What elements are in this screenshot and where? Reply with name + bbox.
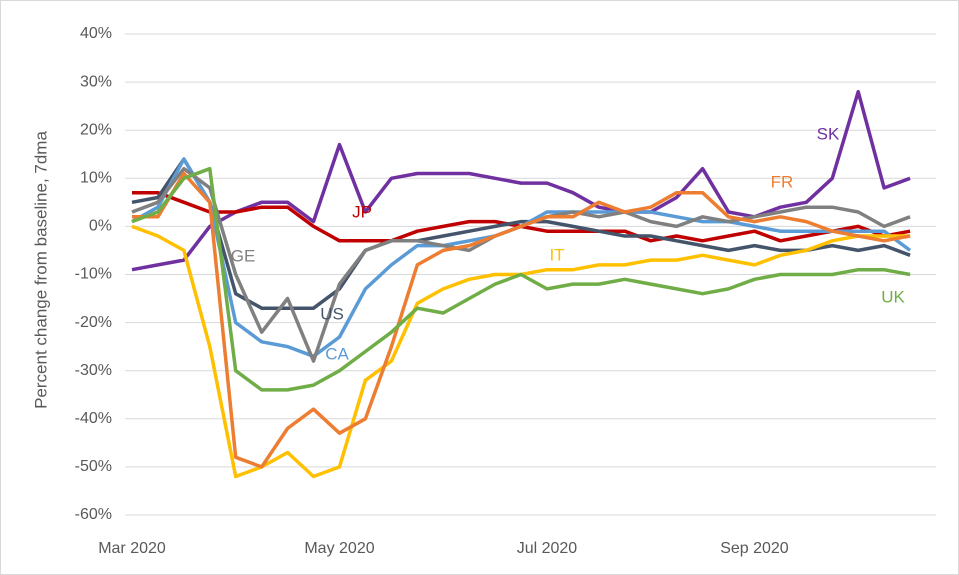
series-line — [131, 89, 911, 272]
y-tick-label: -20% — [75, 314, 112, 331]
y-tick-label: -30% — [75, 362, 112, 379]
series-line — [131, 166, 911, 392]
x-tick-label: Sep 2020 — [720, 540, 789, 557]
x-tick-label: May 2020 — [304, 540, 374, 557]
series-label: US — [320, 304, 344, 323]
y-tick-label: 0% — [89, 218, 112, 235]
y-tick-label: 20% — [80, 121, 112, 138]
series-label: IT — [549, 245, 564, 264]
y-tick-label: -40% — [75, 410, 112, 427]
y-tick-label: 40% — [80, 25, 112, 42]
y-tick-label: 30% — [80, 73, 112, 90]
series-line — [132, 171, 911, 469]
y-tick-label: 10% — [80, 170, 112, 187]
y-tick-label: -60% — [75, 506, 112, 523]
y-tick-label: -50% — [75, 458, 112, 475]
series-line — [131, 157, 911, 310]
series-label: CA — [325, 344, 349, 363]
y-tick-label: -10% — [75, 266, 112, 283]
x-tick-label: Jul 2020 — [517, 540, 578, 557]
series-label: GE — [231, 246, 256, 265]
series-label: FR — [771, 172, 794, 191]
y-axis-title: Percent change from baseline, 7dma — [31, 131, 50, 409]
x-tick-label: Mar 2020 — [98, 540, 166, 557]
series-label: UK — [881, 287, 905, 306]
series-label: JP — [352, 202, 372, 221]
series-label: SK — [817, 124, 840, 143]
